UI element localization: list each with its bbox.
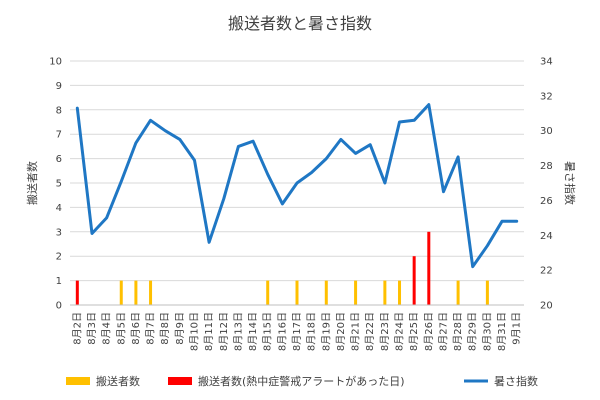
bar-transport (324, 280, 328, 305)
x-tick-label: 8月30日 (481, 312, 493, 351)
x-axis: 8月2日 8月3日 8月4日 8月5日 8月6日 8月7日 8月8日 8月9日 8月10日 8月1… (70, 304, 524, 351)
x-tick-label: 8月31日 (496, 312, 508, 351)
left-tick-label: 6 (56, 154, 62, 165)
bar-series (75, 231, 489, 305)
left-tick-label: 4 (56, 203, 62, 214)
right-y-axis: 20 22 24 26 28 30 32 34 (540, 57, 553, 312)
bar-transport (295, 280, 299, 305)
x-tick-label: 8月5日 (115, 312, 127, 345)
bar-transport-alert (427, 231, 431, 305)
right-tick-label: 22 (540, 266, 553, 277)
left-tick-label: 9 (56, 81, 62, 92)
left-tick-label: 8 (56, 105, 62, 116)
legend-label: 搬送者数 (96, 374, 140, 388)
bar-transport (149, 280, 153, 305)
left-tick-label: 2 (56, 252, 62, 263)
right-axis-label: 暑さ指数 (563, 161, 577, 205)
x-tick-label: 8月4日 (101, 312, 113, 345)
x-tick-label: 8月11日 (203, 312, 215, 351)
bar-transport (398, 280, 402, 305)
x-tick-label: 8月7日 (145, 312, 157, 345)
bar-transport (119, 280, 123, 305)
bar-transport-alert (75, 280, 79, 305)
legend-label: 暑さ指数 (494, 374, 538, 388)
line-heat-index (75, 103, 519, 269)
x-tick-label: 8月12日 (218, 312, 230, 351)
left-tick-label: 5 (56, 179, 62, 190)
left-tick-label: 10 (49, 57, 62, 68)
x-tick-label: 8月22日 (364, 312, 376, 351)
bar-transport (485, 280, 489, 305)
x-tick-label: 8月29日 (467, 312, 479, 351)
left-tick-label: 0 (56, 301, 62, 312)
left-y-axis: 0 1 2 3 4 5 6 7 8 9 10 (49, 57, 62, 312)
legend-label: 搬送者数(熱中症警戒アラートがあった日) (198, 374, 405, 388)
x-tick-label: 8月3日 (86, 312, 98, 345)
left-tick-label: 3 (56, 227, 62, 238)
bar-transport (134, 280, 138, 305)
right-tick-label: 24 (540, 231, 553, 242)
x-tick-label: 8月18日 (306, 312, 318, 351)
right-tick-label: 34 (540, 57, 553, 68)
left-tick-label: 7 (56, 130, 62, 141)
right-tick-label: 32 (540, 91, 553, 102)
x-tick-label: 8月24日 (394, 312, 406, 351)
x-tick-label: 8月15日 (262, 312, 274, 351)
x-tick-label: 8月10日 (188, 312, 200, 351)
x-tick-label: 9月1日 (511, 312, 523, 345)
x-tick-label: 8月27日 (437, 312, 449, 351)
x-tick-label: 8月16日 (276, 312, 288, 351)
legend-swatch (168, 377, 192, 385)
x-tick-label: 8月19日 (320, 312, 332, 351)
x-tick-label: 8月17日 (291, 312, 303, 351)
x-tick-label: 8月13日 (232, 312, 244, 351)
right-tick-label: 26 (540, 196, 553, 207)
x-tick-label: 8月20日 (335, 312, 347, 351)
x-tick-label: 8月28日 (452, 312, 464, 351)
left-axis-label: 搬送者数 (25, 161, 39, 205)
x-tick-label: 8月26日 (423, 312, 435, 351)
chart-title: 搬送者数と暑さ指数 (228, 14, 372, 33)
legend-swatch (66, 377, 90, 385)
right-tick-label: 28 (540, 161, 553, 172)
x-tick-label: 8月25日 (408, 312, 420, 351)
x-tick-label: 8月2日 (71, 312, 83, 345)
bar-transport (266, 280, 270, 305)
right-tick-label: 30 (540, 126, 553, 137)
bar-transport (354, 280, 358, 305)
bar-transport (456, 280, 460, 305)
legend: 搬送者数 搬送者数(熱中症警戒アラートがあった日) 暑さ指数 (66, 374, 538, 388)
x-tick-label: 8月14日 (247, 312, 259, 351)
x-tick-label: 8月6日 (130, 312, 142, 345)
x-tick-label: 8月21日 (350, 312, 362, 351)
left-tick-label: 1 (56, 276, 62, 287)
x-tick-label: 8月8日 (159, 312, 171, 345)
line-series (75, 103, 519, 269)
x-tick-label: 8月9日 (174, 312, 186, 345)
x-tick-label: 8月23日 (379, 312, 391, 351)
right-tick-label: 20 (540, 301, 553, 312)
bar-transport (383, 280, 387, 305)
bar-transport-alert (412, 256, 416, 305)
